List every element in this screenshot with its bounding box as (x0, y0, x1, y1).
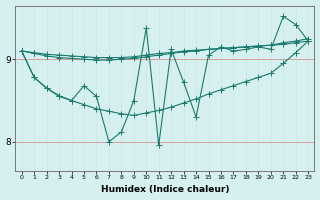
X-axis label: Humidex (Indice chaleur): Humidex (Indice chaleur) (101, 185, 229, 194)
